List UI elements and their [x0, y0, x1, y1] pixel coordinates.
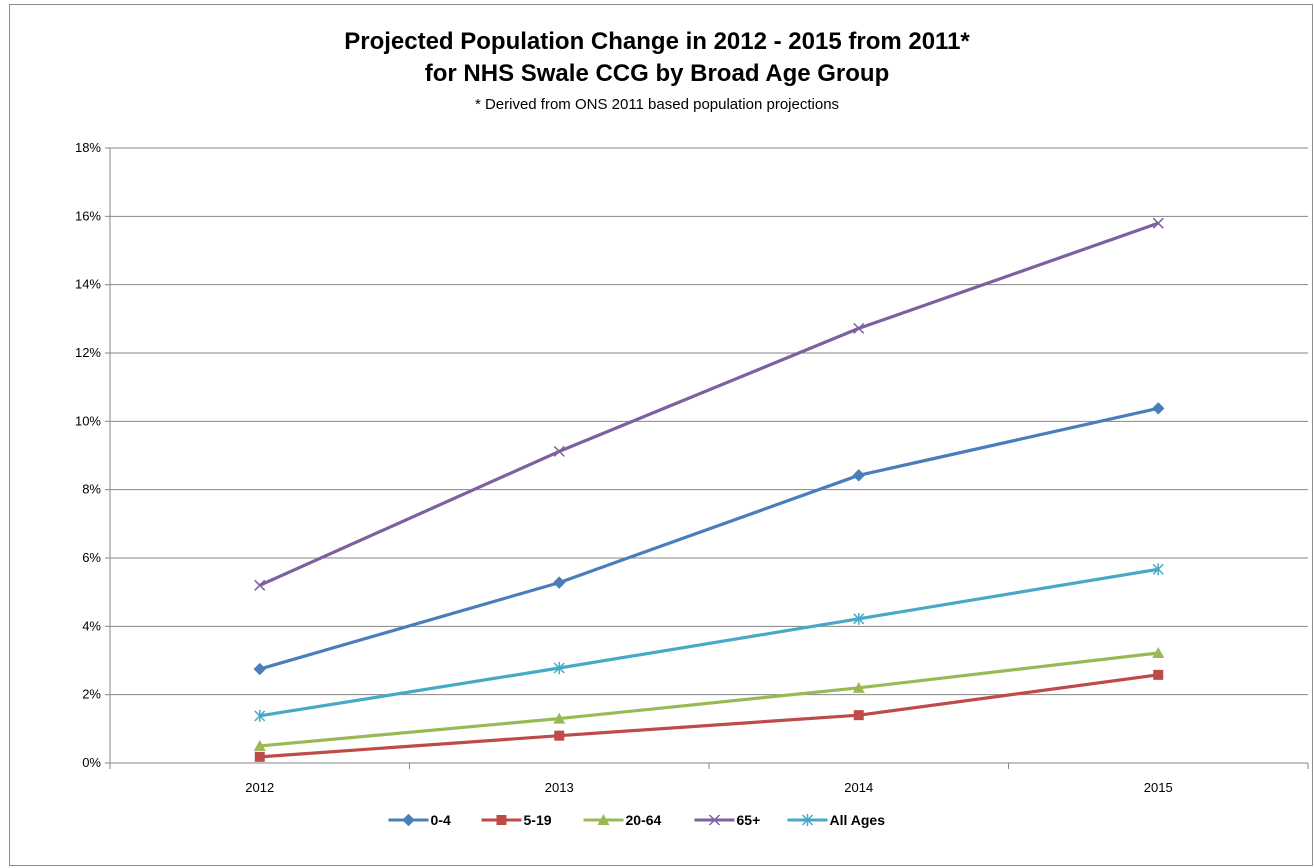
legend-label: 65+ — [737, 812, 761, 828]
legend-item: 0-4 — [388, 812, 451, 828]
legend-marker — [597, 814, 610, 825]
x-axis-ticks: 2012 2013 2014 2015 — [109, 763, 1309, 795]
data-point — [254, 709, 266, 722]
data-point — [553, 662, 565, 675]
chart-title-line1: Projected Population Change in 2012 - 20… — [344, 28, 970, 55]
series-65- — [254, 217, 1164, 591]
chart-subtitle: * Derived from ONS 2011 based population… — [474, 96, 840, 113]
data-point — [853, 710, 864, 721]
y-tick-label: 18% — [75, 140, 101, 155]
series-5-19 — [254, 669, 1164, 762]
y-tick-label: 0% — [82, 755, 101, 770]
y-tick-label: 14% — [75, 277, 101, 292]
data-point — [1152, 217, 1164, 229]
x-tick-label: 2013 — [545, 780, 574, 795]
legend-marker — [402, 813, 415, 827]
y-tick-label: 16% — [75, 208, 101, 223]
data-point — [852, 681, 865, 693]
series-line — [259, 567, 1159, 718]
data-point — [553, 576, 566, 589]
legend-item: 20-64 — [583, 812, 662, 828]
y-tick-label: 10% — [75, 413, 101, 428]
legend-label: 0-4 — [431, 812, 451, 828]
data-point — [1152, 402, 1165, 415]
data-point — [254, 751, 265, 762]
data-point — [853, 612, 865, 625]
data-point — [1152, 646, 1165, 658]
legend-item: 5-19 — [481, 812, 552, 828]
y-tick-label: 4% — [82, 618, 101, 633]
x-tick-label: 2014 — [844, 780, 873, 795]
series-line — [259, 651, 1159, 748]
legend-marker — [801, 814, 814, 826]
legend-label: 20-64 — [626, 812, 662, 828]
y-tick-label: 12% — [75, 345, 101, 360]
data-point — [853, 322, 865, 334]
data-point — [852, 469, 865, 482]
data-point — [1152, 563, 1164, 576]
gridlines — [110, 147, 1308, 696]
data-point — [554, 730, 565, 741]
data-point — [553, 712, 566, 724]
x-tick-label: 2012 — [245, 780, 274, 795]
series-20-64 — [253, 646, 1165, 751]
y-tick-label: 2% — [82, 687, 101, 702]
series-line — [259, 221, 1159, 587]
data-point — [253, 739, 266, 751]
series-line — [259, 406, 1159, 671]
y-tick-label: 8% — [82, 482, 101, 497]
legend-label: 5-19 — [524, 812, 552, 828]
legend-marker — [496, 815, 507, 825]
series-line — [259, 673, 1159, 759]
y-tick-label: 6% — [82, 550, 101, 565]
series-0-4 — [253, 402, 1165, 676]
series-group — [253, 217, 1165, 762]
chart-title-line2: for NHS Swale CCG by Broad Age Group — [424, 60, 890, 87]
x-tick-label: 2015 — [1144, 780, 1173, 795]
series-all-ages — [254, 563, 1164, 722]
y-axis-ticks: 0% 2% 4% 6% 8% 10% 12% 14% 16% 18% — [75, 140, 110, 770]
legend: 0-4 5-19 20-64 65+ All Ages — [388, 812, 886, 828]
axes — [109, 148, 1308, 764]
legend-item: 65+ — [694, 812, 761, 828]
data-point — [254, 579, 266, 591]
legend-marker — [708, 814, 721, 826]
legend-item: All Ages — [787, 812, 886, 828]
data-point — [1153, 669, 1164, 680]
legend-label: All Ages — [830, 812, 886, 828]
data-point — [253, 662, 266, 676]
data-point — [553, 445, 565, 457]
